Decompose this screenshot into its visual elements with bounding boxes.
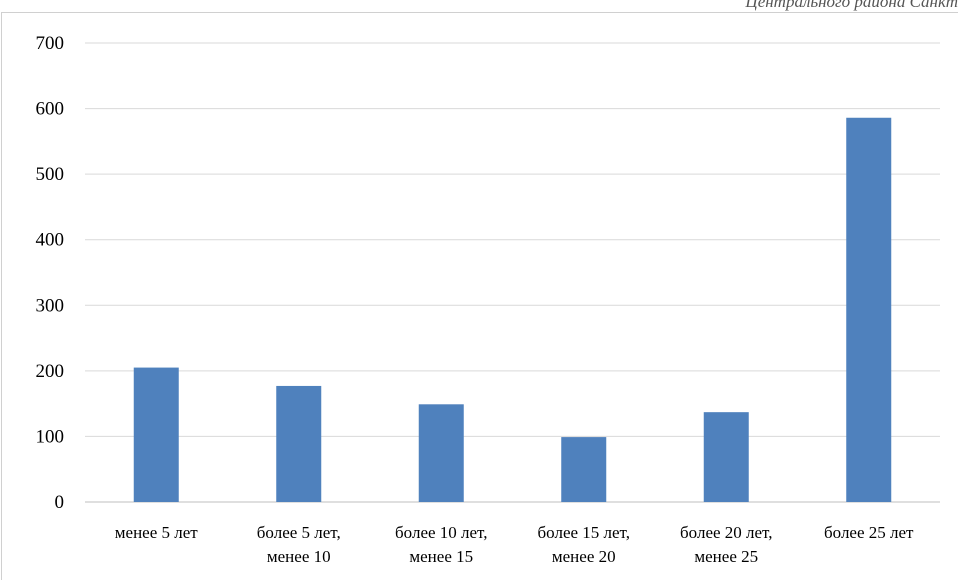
bar [418,404,464,502]
x-axis-ticks: менее 5 лет более 5 лет, менее 10 более 10 … [115,523,914,566]
bar [561,437,607,502]
chart-frame [1,12,958,580]
page-caption: Центрального района Санкт [745,0,958,11]
x-tick-label: более 5 лет, менее 10 [257,523,341,566]
y-tick-label: 700 [36,33,65,54]
y-tick-label: 300 [36,295,65,316]
x-tick-label: более 20 лет, менее 25 [680,523,772,566]
bar [703,412,749,502]
x-tick-label: более 10 лет, менее 15 [395,523,487,566]
y-tick-label: 0 [55,492,65,513]
y-tick-label: 100 [36,426,65,447]
y-tick-label: 500 [36,164,65,185]
bar [133,367,179,502]
y-tick-label: 600 [36,99,65,120]
gridlines [85,42,940,503]
bar [276,385,322,502]
bars [133,117,892,502]
bar [846,117,892,502]
y-tick-label: 200 [36,361,65,382]
x-tick-label: более 15 лет, менее 20 [538,523,630,566]
y-axis-ticks: 0 100 200 300 400 500 600 700 [36,33,65,513]
x-tick-label: менее 5 лет [115,523,199,542]
y-tick-label: 400 [36,230,65,251]
x-tick-label: более 25 лет [824,523,914,542]
